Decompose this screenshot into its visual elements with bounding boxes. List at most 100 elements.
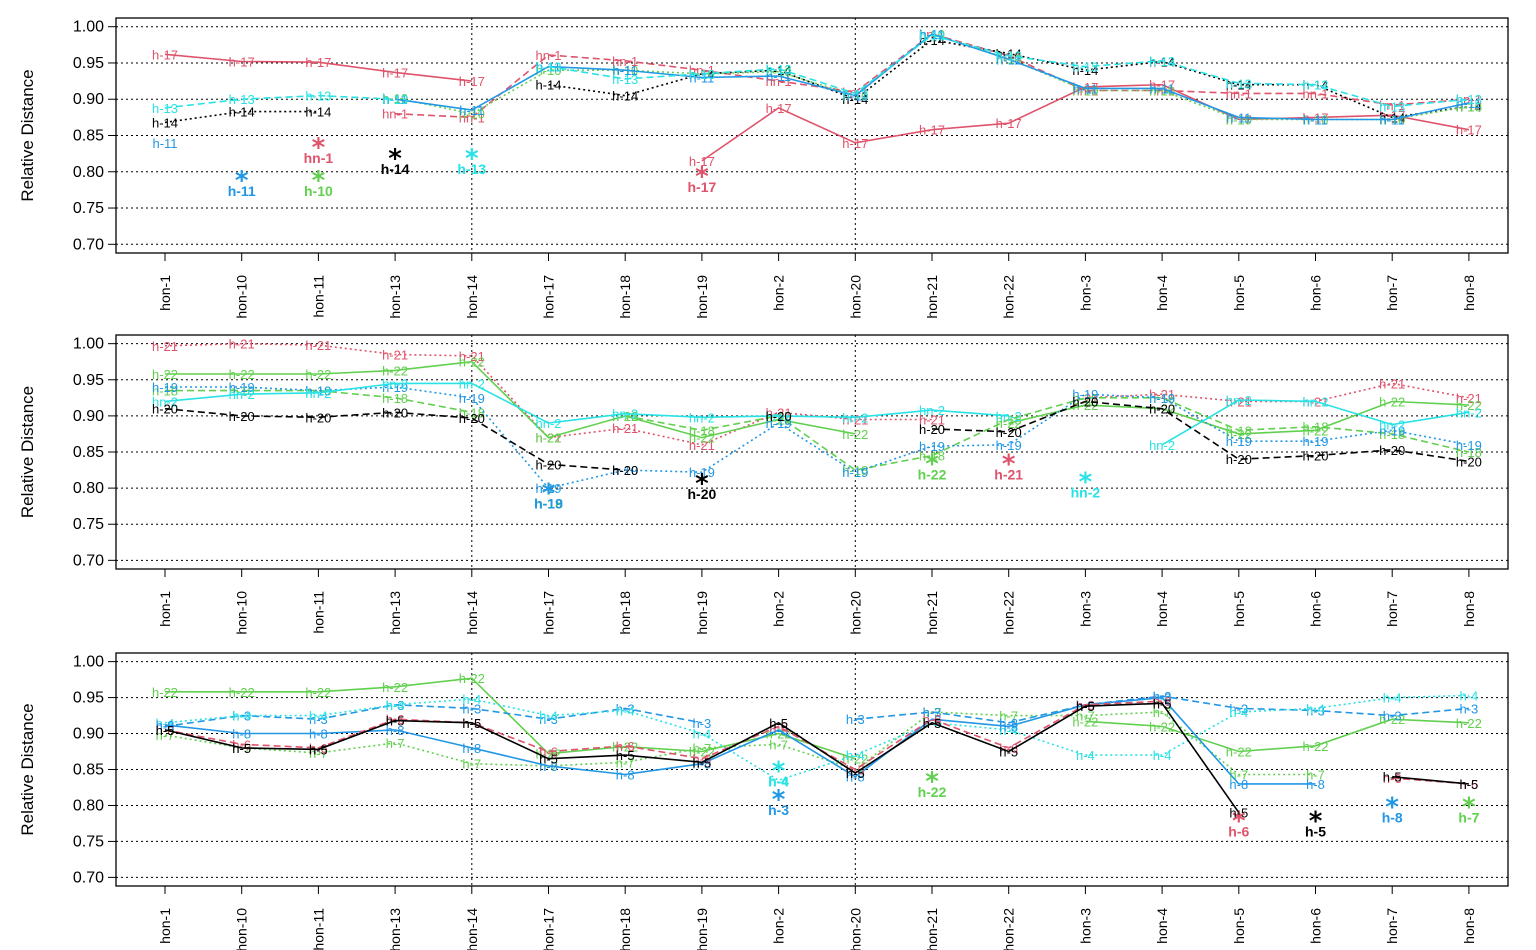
- point-label: h-3: [462, 701, 481, 716]
- point-label: hn-2: [766, 409, 792, 424]
- min-label: h-11: [228, 183, 256, 199]
- point-label: hn-2: [612, 407, 638, 422]
- x-tick-label: hon-5: [1231, 275, 1247, 311]
- x-tick-label: hon-14: [464, 908, 480, 950]
- point-label: h-13: [996, 49, 1022, 64]
- x-tick-label: hon-10: [234, 591, 250, 635]
- min-label: h-13: [457, 161, 486, 177]
- point-label: h-22: [1379, 712, 1405, 727]
- point-label: h-3: [309, 712, 328, 727]
- point-label: h-22: [689, 745, 715, 760]
- point-label: h-22: [229, 367, 255, 382]
- x-tick-label: hon-21: [924, 591, 940, 635]
- point-label: h-14: [612, 89, 638, 104]
- point-label: h-22: [1072, 714, 1098, 729]
- point-label: h-14: [1149, 55, 1175, 70]
- point-label: hn-2: [382, 376, 408, 391]
- series-line: [165, 360, 856, 439]
- point-label: h-7: [616, 755, 635, 770]
- point-label: h-22: [229, 685, 255, 700]
- x-tick-label: hon-10: [234, 275, 250, 319]
- point-label: h-11: [1150, 81, 1175, 96]
- x-tick-label: hon-20: [847, 908, 863, 950]
- x-tick-label: hon-4: [1154, 275, 1170, 311]
- min-star-marker: *: [695, 162, 709, 192]
- point-label: h-3: [1460, 701, 1479, 716]
- series-line: [1085, 718, 1469, 753]
- point-label: h-3: [1383, 709, 1402, 724]
- point-label: hn-2: [996, 409, 1022, 424]
- point-label: h-17: [842, 136, 868, 151]
- series-line: [164, 94, 396, 109]
- point-label: h-10: [1072, 84, 1098, 99]
- series-line: [1085, 382, 1470, 403]
- point-label: h-17: [382, 65, 408, 80]
- point-label: h-19: [459, 391, 485, 406]
- point-label: hn-2: [459, 376, 485, 391]
- point-label: h-17: [689, 154, 715, 169]
- point-label: h-18: [382, 391, 408, 406]
- point-label: h-5: [1460, 777, 1479, 792]
- point-label: hn-1: [382, 107, 408, 122]
- point-label: h-13: [1456, 92, 1482, 107]
- point-label: h-4: [1460, 688, 1479, 703]
- point-label: h-3: [1153, 689, 1172, 704]
- chart-panel-3: 0.70 0.75 0.80 0.85 0.90 0.95 1.00 Relative Dis…: [18, 652, 1509, 950]
- point-label: h-8: [386, 723, 405, 738]
- point-label: h-14: [305, 105, 331, 120]
- point-label: h-17: [459, 74, 485, 89]
- series-h-6: h-6h-6 h-6h-6 h-6h-6 h-6h-6h-6h-6h-6h-6h-6 h…: [156, 694, 1479, 839]
- min-label: h-5: [1305, 824, 1326, 840]
- y-tick-label: 0.80: [73, 480, 104, 497]
- point-label: hn-2: [305, 386, 331, 401]
- point-label: h-4: [156, 716, 175, 731]
- point-label: h-7: [693, 741, 712, 756]
- point-label: h-13: [305, 89, 331, 104]
- series-h-19: h-19 h-19 h-19 h-19h-19h-19h-19 h-19h-19h-19…: [152, 380, 1482, 512]
- series-h-21: h-21 h-21 h-21 h-21 h-21 h-21 h-21 h-21 h-21 h-21…: [152, 337, 1482, 483]
- point-label: h-11: [152, 136, 177, 151]
- point-label: h-13: [1302, 78, 1328, 93]
- y-tick-label: 0.85: [73, 444, 104, 461]
- x-tick-label: hon-1: [157, 591, 173, 627]
- point-label: h-20: [305, 410, 331, 425]
- point-label: h-10: [459, 107, 485, 122]
- point-label: h-22: [1456, 398, 1482, 413]
- series-h-8: h-8h-8 h-8 h-8h-8h-8h-8h-8h-8h-8h-8 h-8h-8 h…: [156, 691, 1403, 826]
- x-tick-label: hon-8: [1461, 275, 1477, 311]
- series-line: [165, 677, 856, 760]
- point-label: h-20: [1072, 394, 1098, 409]
- point-label: h-18: [689, 423, 715, 438]
- point-label: h-21: [382, 348, 408, 363]
- x-tick-label: hon-19: [694, 275, 710, 319]
- point-label: h-22: [996, 416, 1022, 431]
- point-label: h-22: [1302, 739, 1328, 754]
- point-label: h-13: [1149, 54, 1175, 69]
- point-label: h-5: [769, 716, 788, 731]
- min-label: h-7: [1458, 809, 1479, 825]
- min-label: h-6: [1228, 824, 1249, 840]
- series-line: [701, 83, 1470, 162]
- x-tick-label: hon-21: [924, 275, 940, 319]
- point-label: h-22: [305, 367, 331, 382]
- point-label: h-20: [1226, 452, 1252, 467]
- point-label: h-17: [152, 47, 178, 62]
- y-tick-label: 0.95: [73, 372, 104, 389]
- y-tick-label: 0.70: [73, 552, 104, 569]
- point-label: h-8: [156, 718, 175, 733]
- point-label: h-13: [1072, 60, 1098, 75]
- point-label: h-22: [459, 671, 485, 686]
- x-tick-label: hon-11: [310, 908, 326, 950]
- point-label: h-4: [1306, 701, 1325, 716]
- point-label: h-19: [612, 463, 638, 478]
- min-label: h-14: [381, 161, 410, 177]
- point-label: hn-2: [1302, 394, 1328, 409]
- x-tick-label: hon-17: [541, 908, 557, 950]
- point-label: h-22: [842, 427, 868, 442]
- point-label: h-13: [1226, 76, 1252, 91]
- series-line: [548, 34, 1469, 108]
- point-label: h-4: [462, 692, 481, 707]
- x-tick-label: hon-4: [1154, 908, 1170, 944]
- point-label: h-20: [152, 402, 178, 417]
- point-label: h-18: [305, 384, 331, 399]
